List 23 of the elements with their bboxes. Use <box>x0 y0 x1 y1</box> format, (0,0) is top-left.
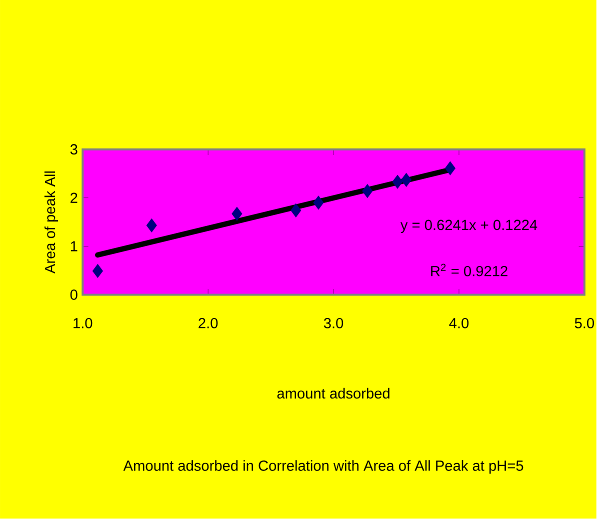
y-tick-label: 2 <box>70 192 78 204</box>
point <box>313 196 324 210</box>
x-axis-title: amount adsorbed <box>277 388 390 399</box>
point <box>290 204 302 218</box>
point <box>444 161 456 176</box>
annotation: y = 0.6241x + 0.1224 <box>400 220 538 234</box>
y-tick-label: 0 <box>70 290 78 300</box>
x-tick-label: 4.0 <box>449 318 469 328</box>
point <box>232 207 242 221</box>
y-tick-label: 1 <box>70 241 78 252</box>
annotation: R$^{2}$ = 0.9212 <box>431 264 508 276</box>
y-axis-title: Area of peak All <box>44 172 58 274</box>
x-tick-label: 2.0 <box>198 318 218 328</box>
point <box>392 175 403 189</box>
point <box>92 264 103 278</box>
x-tick-label: 1.0 <box>74 318 92 328</box>
point <box>146 218 157 232</box>
point <box>401 173 412 187</box>
y-tick-label: 3 <box>70 144 78 155</box>
x-tick-label: 3.0 <box>324 318 344 328</box>
x-tick-label: 5.0 <box>574 318 594 328</box>
text: Amount adsorbed in Correlation with Area of All Peak at pH=5 <box>123 460 524 474</box>
point <box>362 184 373 198</box>
